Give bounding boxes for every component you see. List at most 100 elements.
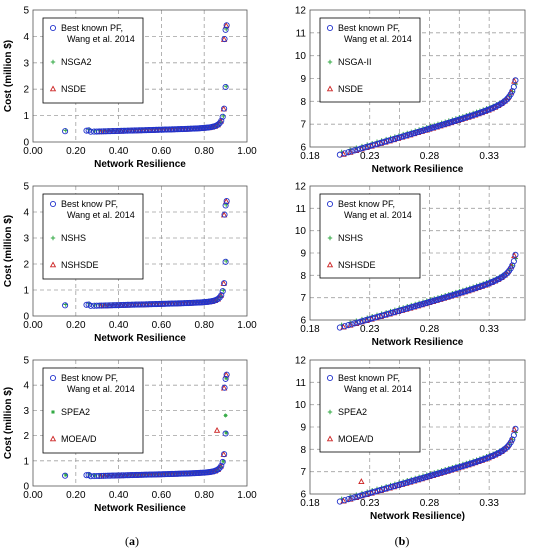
x-tick-label: 1.00 <box>237 320 257 331</box>
pf-point <box>87 128 94 135</box>
y-tick-label: 7 <box>300 467 306 478</box>
x-tick-label: 0.18 <box>300 324 320 335</box>
y-tick-label: 4 <box>23 208 29 219</box>
pf-point <box>341 150 348 157</box>
pf-point <box>114 302 121 309</box>
pf-point <box>326 24 334 32</box>
y-tick-label: 7 <box>300 293 306 304</box>
y-tick-label: 5 <box>23 6 29 17</box>
pf-point <box>114 472 121 479</box>
x-tick-label: 0.28 <box>420 498 440 509</box>
algo-point <box>327 59 333 65</box>
algo-point <box>221 459 226 464</box>
pf-point <box>102 302 109 309</box>
x-axis-label: Network Resilience <box>94 159 186 170</box>
plot-frame <box>32 9 248 143</box>
legend-label: NSHSDE <box>61 260 99 270</box>
x-tick-label: 0.28 <box>420 324 440 335</box>
y-tick-label: 8 <box>300 445 306 456</box>
pf-point <box>219 113 226 120</box>
x-axis-label: Network Resilience <box>94 503 186 514</box>
algo-point <box>63 472 68 477</box>
pf-point <box>104 302 112 309</box>
pf-point <box>62 128 69 135</box>
algo-point <box>51 410 55 414</box>
pf-point <box>98 128 105 135</box>
y-tick-label: 2 <box>23 260 29 271</box>
pf-point <box>106 302 114 309</box>
y-tick-label: 1 <box>23 111 29 122</box>
pf-point <box>221 451 228 458</box>
y-tick-label: 9 <box>300 74 306 85</box>
pf-point <box>98 302 105 309</box>
legend-box <box>319 17 421 103</box>
legend-label: Best known PF, Wang et al. 2014 <box>61 23 135 44</box>
pf-point <box>100 302 107 309</box>
pf-point <box>112 472 120 479</box>
legend-label: NSDE <box>338 84 363 94</box>
y-tick-label: 11 <box>296 28 307 39</box>
pf-point <box>100 128 107 135</box>
algo-point <box>327 409 333 415</box>
plot-frame <box>309 359 526 495</box>
algo-point <box>326 85 334 92</box>
chart-b2: 0.18 0.23 0.28 0.33 6 7 8 9 10 11 12 Network Resili… <box>295 182 526 348</box>
legend-box <box>42 367 144 454</box>
y-tick-label: 7 <box>300 120 306 131</box>
pf-point <box>502 97 509 104</box>
pf-point <box>326 374 334 382</box>
pf-point <box>49 24 57 32</box>
x-tick-label: 1.00 <box>237 490 257 501</box>
pf-point <box>223 198 230 205</box>
x-axis-label: Network Resilience <box>94 333 186 344</box>
y-tick-label: 1 <box>23 286 29 297</box>
x-tick-label: 0.80 <box>194 490 214 501</box>
y-tick-label: 12 <box>295 6 307 17</box>
y-tick-label: 4 <box>23 32 29 43</box>
subfigure-label-a: (a) <box>125 534 139 548</box>
y-tick-label: 10 <box>295 226 307 237</box>
pf-point <box>83 301 90 308</box>
y-tick-label: 2 <box>23 431 29 442</box>
pf-point <box>109 128 116 135</box>
y-tick-label: 8 <box>300 271 306 282</box>
y-tick-label: 0 <box>23 138 29 149</box>
y-tick-label: 0 <box>23 312 29 323</box>
x-tick-label: 0.23 <box>360 151 380 162</box>
x-tick-label: 0.00 <box>23 320 43 331</box>
y-tick-label: 9 <box>300 423 306 434</box>
pf-point <box>507 265 514 272</box>
legend-label: NSHS <box>61 233 86 243</box>
pf-point <box>345 322 352 329</box>
pf-point <box>223 371 230 378</box>
pf-point <box>109 302 116 309</box>
x-axis-label: Network Resilience <box>372 337 464 348</box>
algo-point <box>358 478 365 484</box>
pf-point <box>510 83 517 90</box>
y-tick-label: 4 <box>23 381 29 392</box>
legend-label: Best known PF, Wang et al. 2014 <box>338 23 412 44</box>
pf-point <box>357 145 364 152</box>
pf-point <box>221 280 228 287</box>
plot-frame <box>32 185 248 317</box>
x-tick-label: 0.33 <box>479 498 499 509</box>
pf-point <box>345 496 352 503</box>
x-tick-label: 0.23 <box>360 498 380 509</box>
pf-point <box>104 128 112 135</box>
pf-point <box>222 83 229 91</box>
pf-point <box>223 22 230 29</box>
pf-point <box>351 494 358 501</box>
y-tick-label: 2 <box>23 85 29 96</box>
pf-point <box>351 147 358 154</box>
pf-point <box>351 320 358 327</box>
legend-box <box>319 367 421 453</box>
algo-point <box>49 261 57 268</box>
pf-point <box>345 149 352 156</box>
pf-point <box>502 445 509 452</box>
pf-point <box>83 127 90 134</box>
pf-point <box>221 105 228 112</box>
legend-label: NSGA2 <box>61 57 92 67</box>
y-tick-label: 6 <box>300 490 306 501</box>
pf-point <box>221 211 228 218</box>
